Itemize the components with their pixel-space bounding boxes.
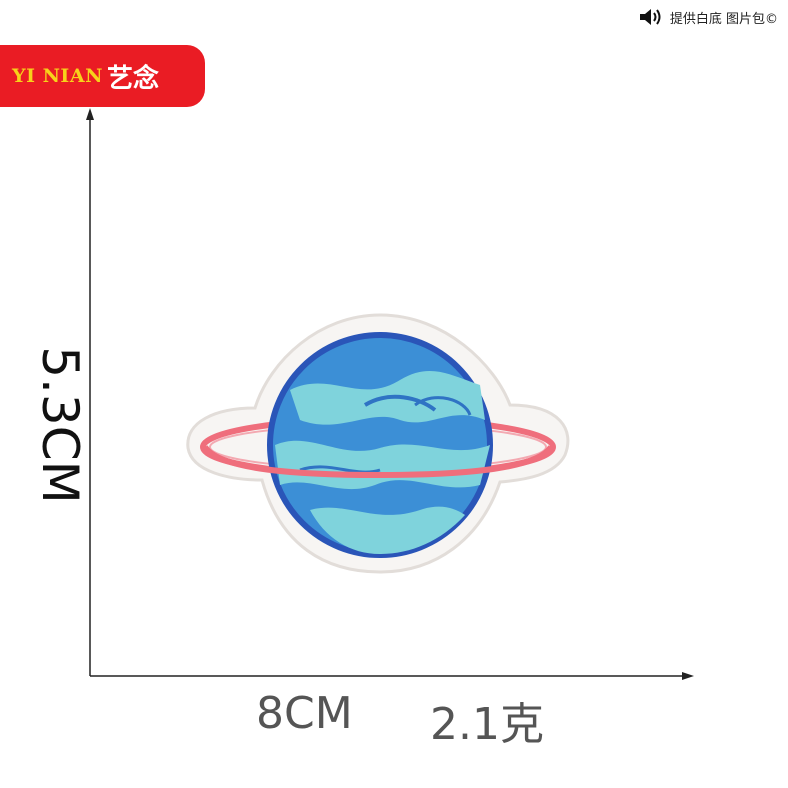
height-label: 5.3CM: [31, 346, 89, 504]
width-label: 8CM: [256, 688, 353, 739]
brand-latin-text: YI NIAN: [12, 65, 103, 87]
brand-badge: YI NIAN 艺念: [0, 45, 205, 107]
topbar-note: 提供白底 图片包©: [638, 6, 778, 28]
vertical-arrowhead: [86, 108, 94, 120]
brand-cjk-text: 艺念: [106, 63, 159, 94]
horizontal-arrowhead: [682, 672, 694, 680]
topbar-text: 提供白底 图片包©: [669, 11, 778, 27]
planet-patch-image: [186, 313, 570, 574]
speaker-icon: [639, 9, 661, 25]
weight-label: 2.1克: [430, 699, 544, 750]
